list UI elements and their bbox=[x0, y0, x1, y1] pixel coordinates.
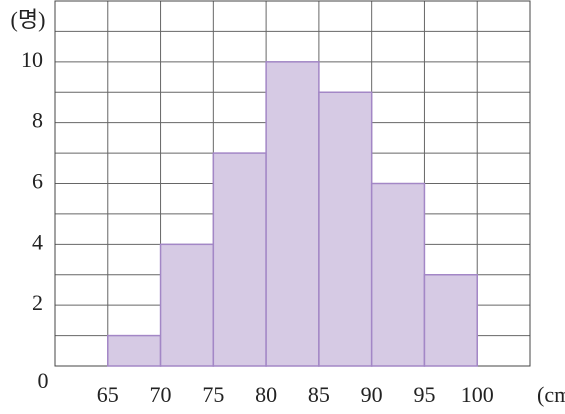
x-tick-label: 85 bbox=[308, 382, 330, 407]
x-tick-label: 65 bbox=[97, 382, 119, 407]
y-axis-label: (명) bbox=[11, 7, 46, 32]
y-tick-label: 0 bbox=[38, 368, 49, 393]
bar bbox=[370, 182, 426, 367]
y-tick-label: 4 bbox=[32, 229, 43, 254]
x-tick-label: 80 bbox=[255, 382, 277, 407]
bar bbox=[107, 334, 162, 367]
bar bbox=[318, 91, 373, 367]
y-tick-label: 6 bbox=[32, 169, 43, 194]
x-tick-label: 75 bbox=[202, 382, 224, 407]
bar bbox=[265, 61, 320, 367]
x-tick-label: 100 bbox=[461, 382, 494, 407]
bar bbox=[423, 274, 478, 367]
x-axis-label: (cm) bbox=[537, 382, 565, 407]
x-tick-label: 90 bbox=[361, 382, 383, 407]
x-tick-label: 95 bbox=[413, 382, 435, 407]
y-tick-label: 10 bbox=[21, 47, 43, 72]
y-tick-label: 8 bbox=[32, 108, 43, 133]
bar bbox=[212, 152, 267, 367]
bar bbox=[159, 243, 215, 367]
y-tick-label: 2 bbox=[32, 290, 43, 315]
x-tick-label: 70 bbox=[150, 382, 172, 407]
